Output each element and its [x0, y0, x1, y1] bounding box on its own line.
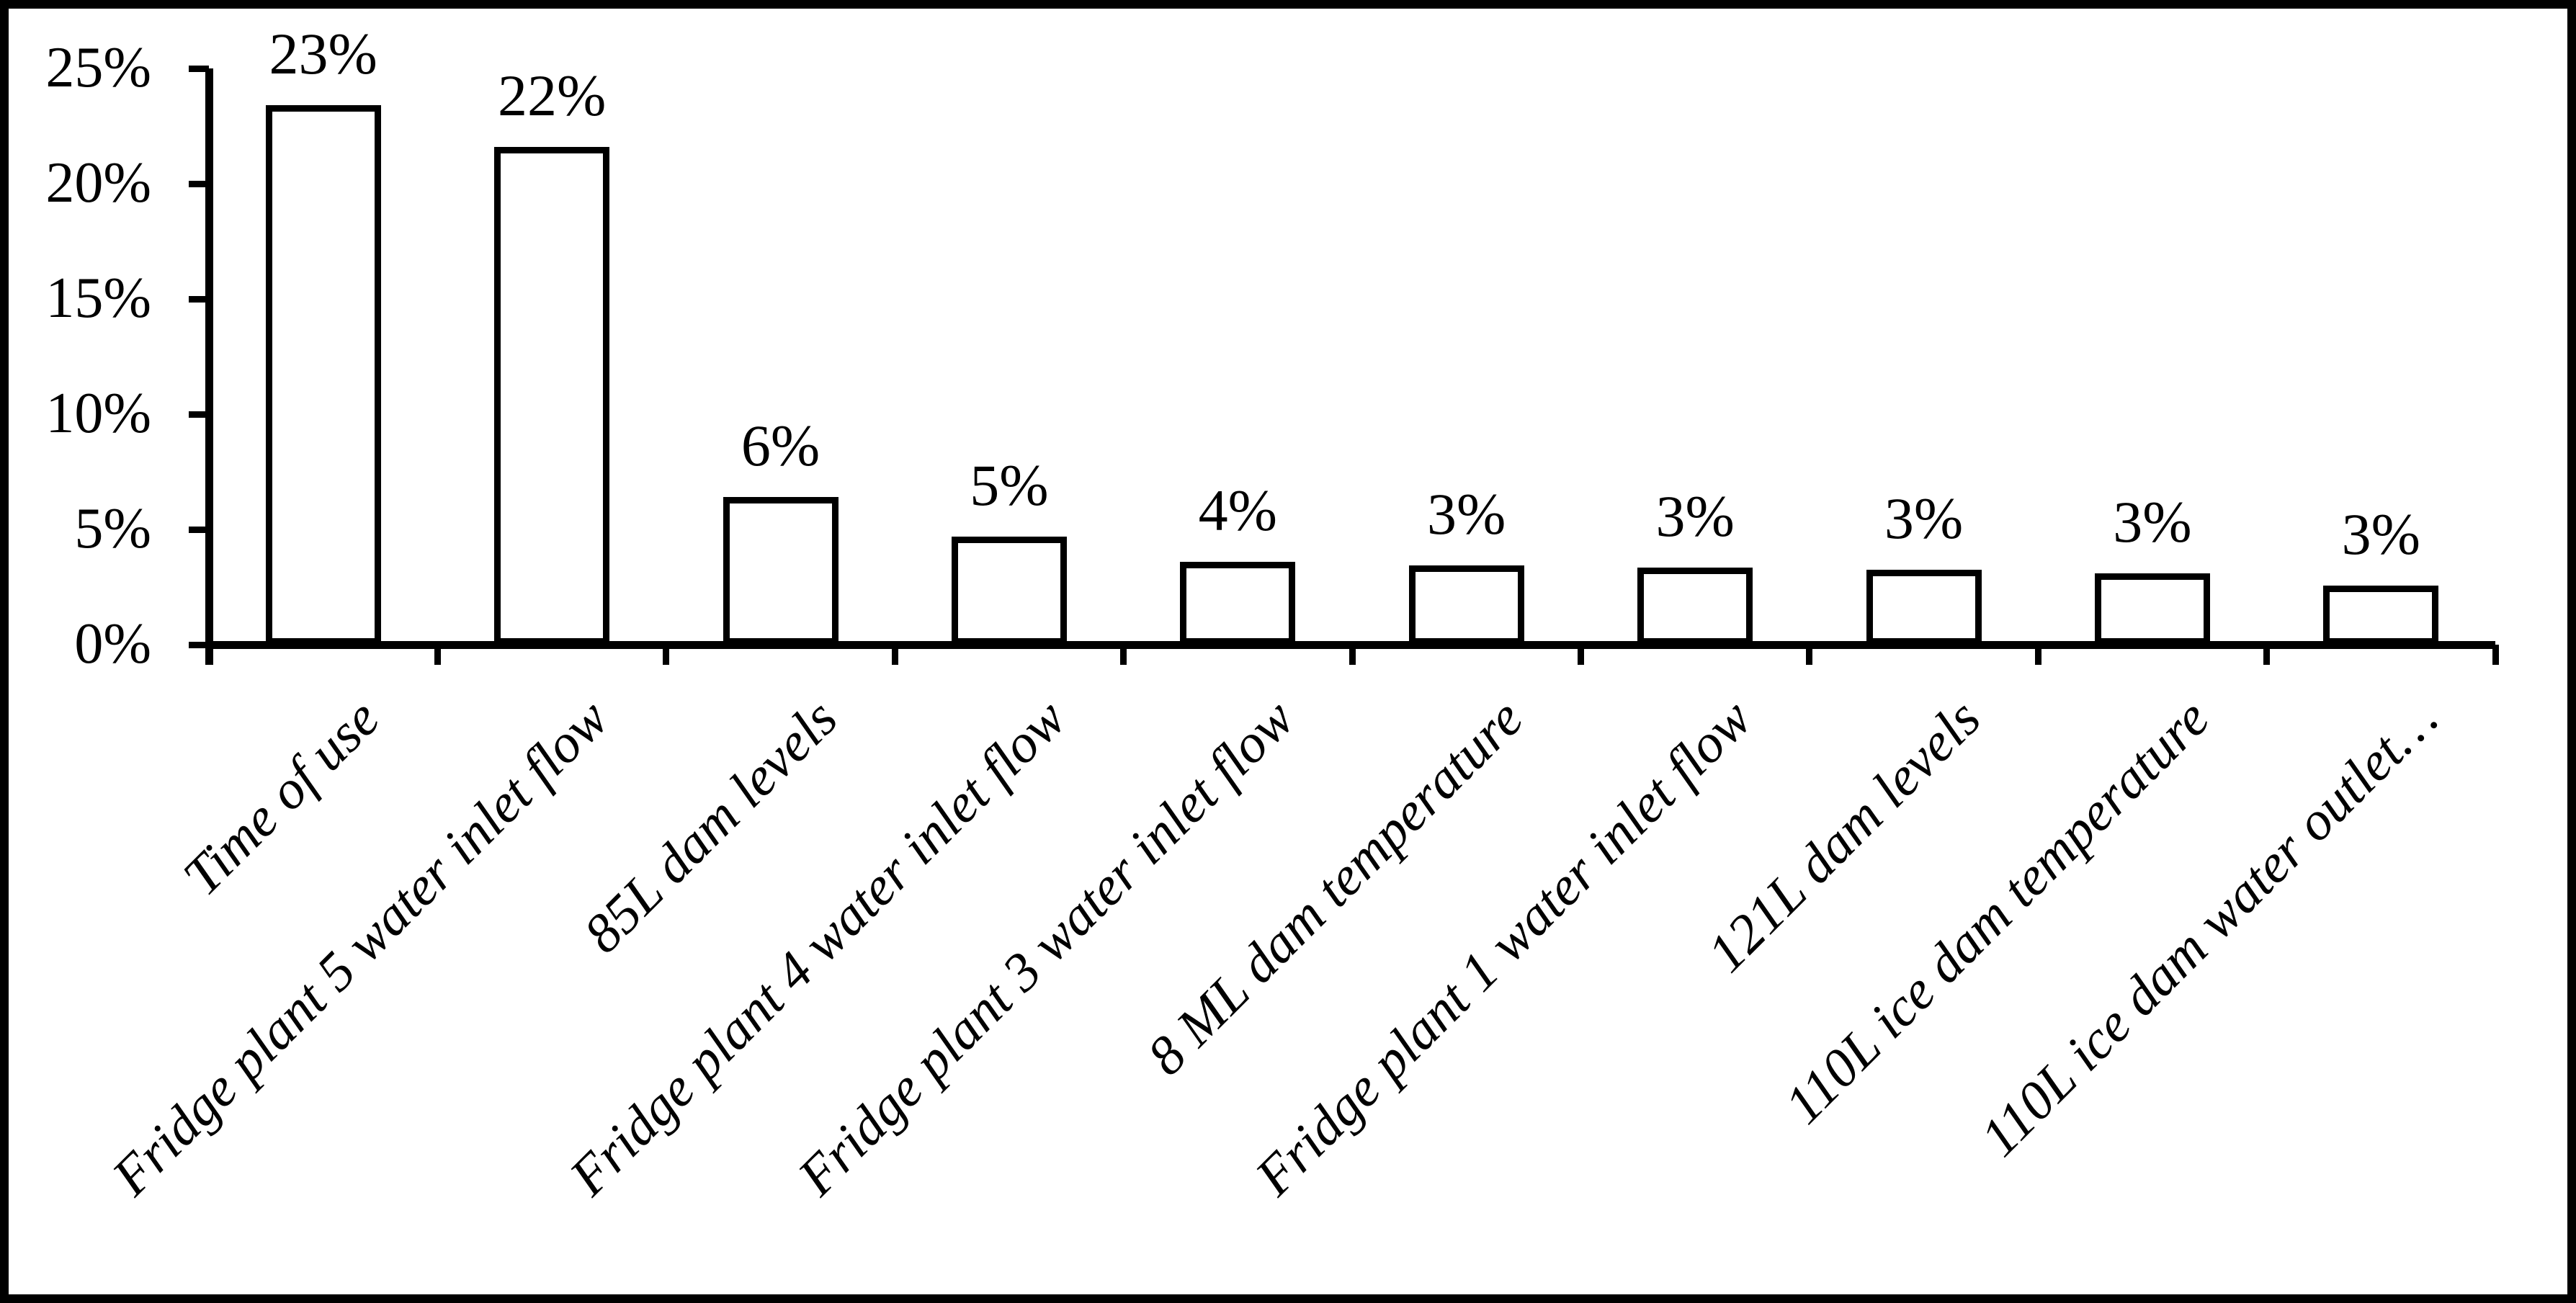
bar [1180, 561, 1296, 645]
bar [494, 146, 610, 645]
y-axis-tick [189, 65, 209, 72]
y-axis-tick-label: 25% [45, 36, 151, 99]
x-axis-tick [205, 645, 213, 665]
bar-value-label: 4% [1198, 477, 1277, 543]
bar [1866, 570, 1982, 645]
x-axis-tick [1806, 645, 1813, 665]
y-axis-tick [189, 180, 209, 187]
bar-value-label: 3% [1884, 485, 1964, 551]
y-axis-tick [189, 411, 209, 418]
x-axis-tick [2034, 645, 2041, 665]
y-axis-tick [189, 641, 209, 648]
bar-value-label: 22% [497, 62, 607, 128]
bar [1408, 565, 1524, 645]
x-axis-tick [1120, 645, 1127, 665]
x-axis-tick [1577, 645, 1584, 665]
bar [723, 497, 838, 645]
bar-value-label: 5% [970, 452, 1049, 518]
x-axis-category-label: Fridge plant 3 water inlet flow [787, 688, 1306, 1207]
x-axis-tick [2492, 645, 2499, 665]
bar-value-label: 23% [269, 21, 377, 87]
bar-value-label: 3% [1655, 483, 1735, 549]
bar [2323, 586, 2439, 645]
x-axis-tick [891, 645, 898, 665]
x-axis-category-label: 8 ML dam temperature [1135, 688, 1535, 1087]
y-axis-tick-label: 5% [74, 497, 151, 560]
x-axis-category-label: 110L ice dam temperature [1773, 688, 2221, 1136]
x-axis-category-label: 110L ice dam water outlet… [1969, 688, 2449, 1168]
x-axis-tick [2263, 645, 2271, 665]
y-axis-line [205, 68, 213, 665]
y-axis-tick [189, 526, 209, 533]
y-axis-tick [189, 295, 209, 303]
x-axis-category-label: Fridge plant 5 water inlet flow [100, 688, 620, 1207]
y-axis-tick-label: 0% [74, 612, 151, 676]
bar-value-label: 3% [1427, 480, 1506, 547]
bar [265, 105, 381, 645]
bar [2094, 573, 2210, 645]
bar-value-label: 3% [2341, 501, 2420, 568]
x-axis-tick [663, 645, 670, 665]
x-axis-category-label: Fridge plant 1 water inlet flow [1243, 688, 1763, 1207]
x-axis-tick [434, 645, 441, 665]
bar [1637, 567, 1753, 645]
y-axis-tick-label: 15% [45, 267, 151, 330]
bar-value-label: 3% [2113, 488, 2192, 555]
y-axis-tick-label: 10% [45, 382, 151, 445]
bar-value-label: 6% [741, 413, 820, 479]
x-axis-category-label: Fridge plant 4 water inlet flow [558, 688, 1078, 1207]
x-axis-category-label: Time of use [171, 688, 392, 908]
x-axis-tick [1349, 645, 1356, 665]
y-axis-tick-label: 20% [45, 151, 151, 215]
bar [951, 536, 1067, 645]
